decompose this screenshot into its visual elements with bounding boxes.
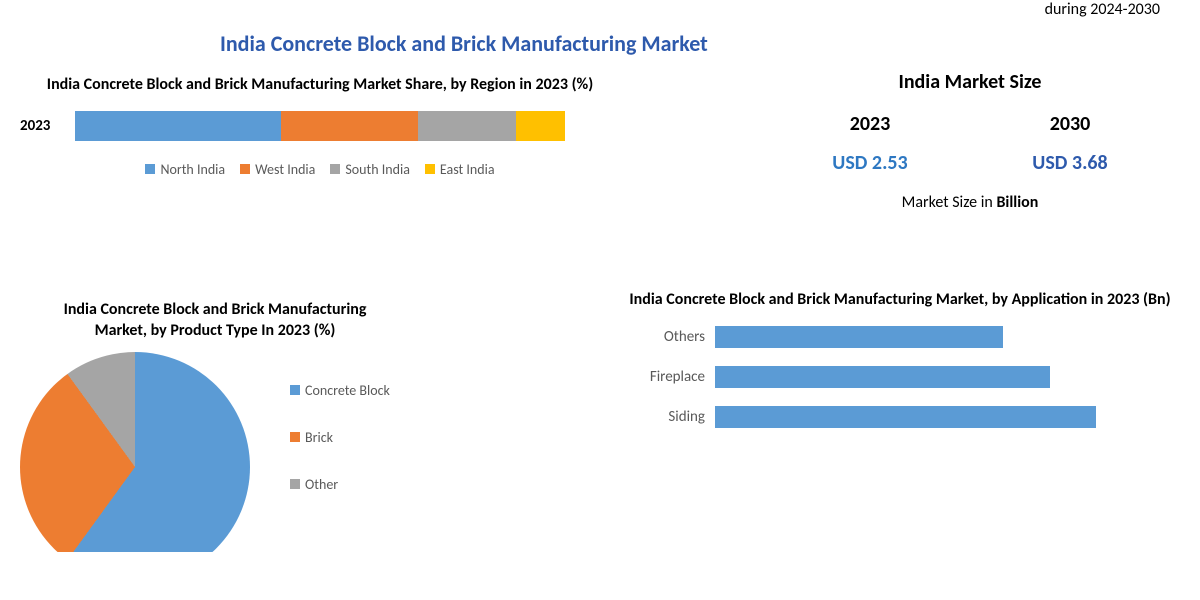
hbar-row: Fireplace <box>620 366 1180 388</box>
size-value: USD 3.68 <box>1032 151 1107 175</box>
legend-item: Brick <box>290 429 390 446</box>
legend-swatch <box>290 385 300 395</box>
hbar-label: Others <box>620 328 715 346</box>
legend-label: South India <box>345 161 410 178</box>
legend-swatch <box>330 164 340 174</box>
hbar-bar <box>715 366 1050 388</box>
hbar-label: Fireplace <box>620 368 715 386</box>
legend-swatch <box>240 164 250 174</box>
size-column: 2023 USD 2.53 <box>832 112 907 175</box>
market-size-panel: India Market Size 2023 USD 2.53 2030 USD 3.… <box>770 70 1170 212</box>
hbar-rows: Others Fireplace Siding <box>620 326 1180 428</box>
legend-swatch <box>290 479 300 489</box>
legend-item: North India <box>145 161 225 178</box>
size-value: USD 2.53 <box>832 151 907 175</box>
size-year: 2023 <box>832 112 907 136</box>
legend-label: East India <box>440 161 495 178</box>
application-chart: India Concrete Block and Brick Manufactu… <box>620 290 1180 446</box>
legend-swatch <box>425 164 435 174</box>
page-title: India Concrete Block and Brick Manufactu… <box>220 30 708 57</box>
legend-swatch <box>290 432 300 442</box>
region-share-title: India Concrete Block and Brick Manufactu… <box>20 75 620 96</box>
pie-legend: Concrete Block Brick Other <box>290 352 390 493</box>
hbar-row: Siding <box>620 406 1180 428</box>
legend-item: Other <box>290 476 390 493</box>
stacked-segment <box>418 111 516 141</box>
legend-item: West India <box>240 161 315 178</box>
legend-label: Concrete Block <box>305 382 390 399</box>
forecast-period-note: during 2024-2030 <box>1045 0 1160 19</box>
hbar-track <box>715 406 1180 428</box>
hbar-bar <box>715 406 1096 428</box>
stacked-bar-row: 2023 <box>20 111 620 141</box>
legend-swatch <box>145 164 155 174</box>
region-share-chart: India Concrete Block and Brick Manufactu… <box>20 75 620 178</box>
legend-label: West India <box>255 161 315 178</box>
legend-item: Concrete Block <box>290 382 390 399</box>
stacked-year-label: 2023 <box>20 117 65 135</box>
hbar-row: Others <box>620 326 1180 348</box>
hbar-track <box>715 366 1180 388</box>
hbar-bar <box>715 326 1003 348</box>
stacked-bar <box>75 111 565 141</box>
hbar-track <box>715 326 1180 348</box>
stacked-segment <box>75 111 281 141</box>
pie-container <box>20 352 250 552</box>
stacked-segment <box>516 111 565 141</box>
market-size-title: India Market Size <box>770 70 1170 94</box>
unit-bold: Billion <box>996 193 1038 212</box>
legend-label: North India <box>160 161 225 178</box>
product-type-title: India Concrete Block and Brick Manufactu… <box>50 300 380 342</box>
market-size-unit: Market Size in Billion <box>770 193 1170 212</box>
legend-item: South India <box>330 161 410 178</box>
unit-prefix: Market Size in <box>902 193 997 212</box>
legend-label: Other <box>305 476 338 493</box>
size-column: 2030 USD 3.68 <box>1032 112 1107 175</box>
stacked-legend: North India West India South India East Ind… <box>20 161 620 178</box>
product-type-chart: India Concrete Block and Brick Manufactu… <box>20 300 600 552</box>
hbar-label: Siding <box>620 408 715 426</box>
market-size-grid: 2023 USD 2.53 2030 USD 3.68 <box>770 112 1170 175</box>
pie-chart <box>20 352 250 552</box>
application-title: India Concrete Block and Brick Manufactu… <box>620 290 1180 311</box>
size-year: 2030 <box>1032 112 1107 136</box>
legend-item: East India <box>425 161 495 178</box>
stacked-segment <box>281 111 418 141</box>
legend-label: Brick <box>305 429 333 446</box>
